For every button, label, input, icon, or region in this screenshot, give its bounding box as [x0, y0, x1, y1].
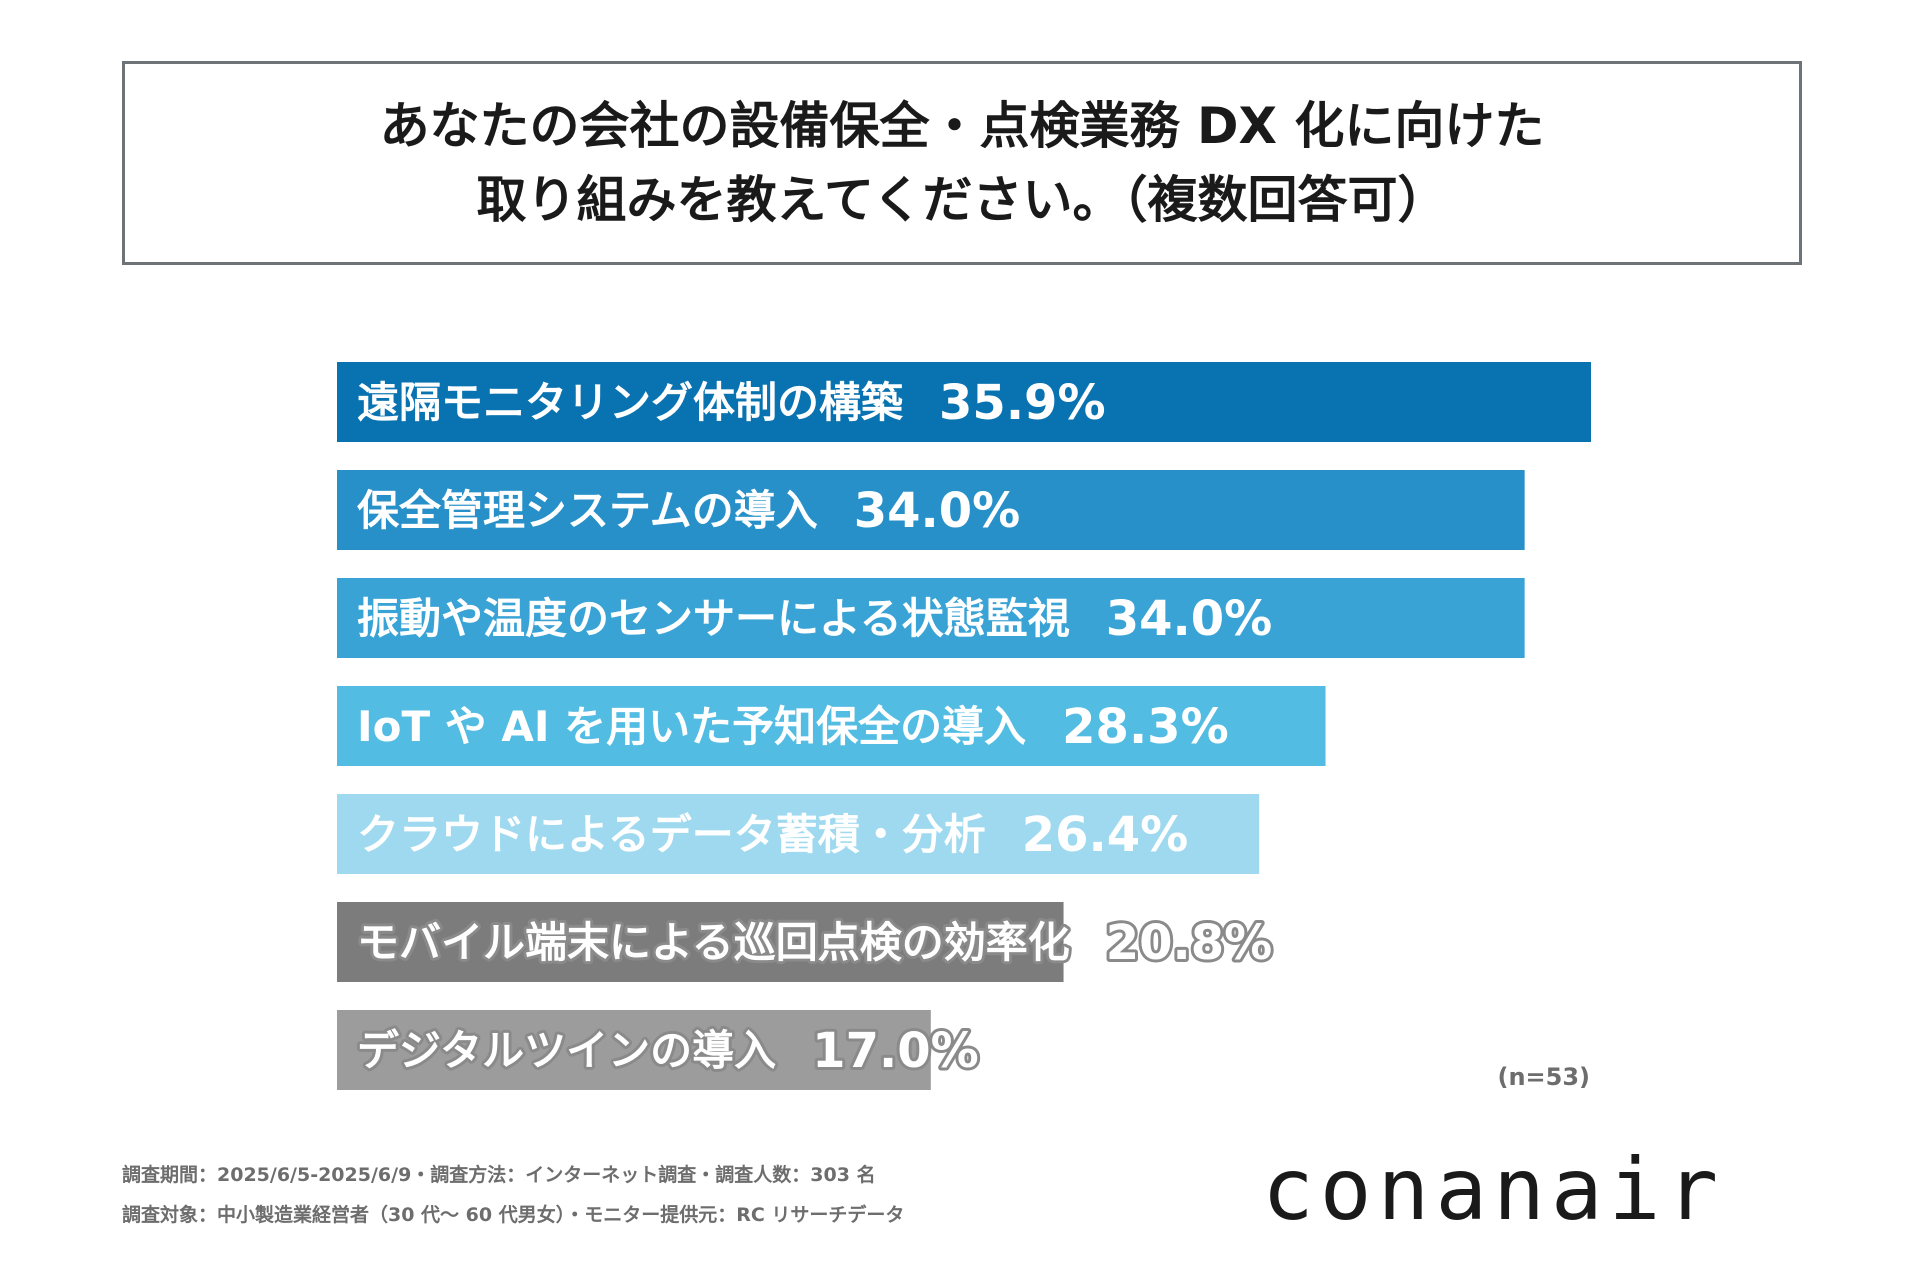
- survey-period-note: 調査期間：2025/6/5-2025/6/9・調査方法：インターネット調査・調査…: [122, 1164, 876, 1186]
- bar-label-4: IoT や AI を用いた予知保全の導入: [357, 702, 1026, 751]
- bar-value-1: 35.9%: [939, 375, 1106, 431]
- bar-label-3: 振動や温度のセンサーによる状態監視: [357, 594, 1070, 643]
- bar-value-5: 26.4%: [1022, 807, 1189, 863]
- bar-value-7: 17.0%: [812, 1023, 979, 1079]
- bar-4: [337, 686, 1326, 766]
- bar-7: [337, 1010, 931, 1090]
- bar-value-4: 28.3%: [1062, 699, 1229, 755]
- bar-label-6: モバイル端末による巡回点検の効率化: [357, 918, 1070, 967]
- bar-2: [337, 470, 1525, 550]
- sample-size-note: (n=53): [1497, 1063, 1590, 1091]
- bar-chart: 遠隔モニタリング体制の構築 35.9% 保全管理システムの導入 34.0% 振動や温度の…: [337, 362, 1591, 1090]
- bar-label-5: クラウドによるデータ蓄積・分析: [357, 810, 986, 859]
- survey-target-note: 調査対象：中小製造業経営者（30 代～ 60 代男女）・モニター提供元：RC リ…: [122, 1204, 905, 1226]
- conanair-logo: conanair: [1262, 1140, 1725, 1240]
- title-box: あなたの会社の設備保全・点検業務 DX 化に向けた 取り組みを教えてください。（…: [122, 61, 1802, 265]
- bar-3: [337, 578, 1525, 658]
- bar-label-2: 保全管理システムの導入: [357, 486, 818, 535]
- title-line-2: 取り組みを教えてください。（複数回答可）: [476, 171, 1448, 229]
- title-line-1: あなたの会社の設備保全・点検業務 DX 化に向けた: [379, 97, 1545, 155]
- bar-label-1: 遠隔モニタリング体制の構築: [357, 378, 904, 427]
- bar-value-6: 20.8%: [1106, 915, 1273, 971]
- bar-value-3: 34.0%: [1106, 591, 1273, 647]
- bar-1: [337, 362, 1591, 442]
- bar-label-7: デジタルツインの導入: [357, 1026, 776, 1075]
- bar-6: [337, 902, 1064, 982]
- bar-value-2: 34.0%: [854, 483, 1021, 539]
- bar-5: [337, 794, 1260, 874]
